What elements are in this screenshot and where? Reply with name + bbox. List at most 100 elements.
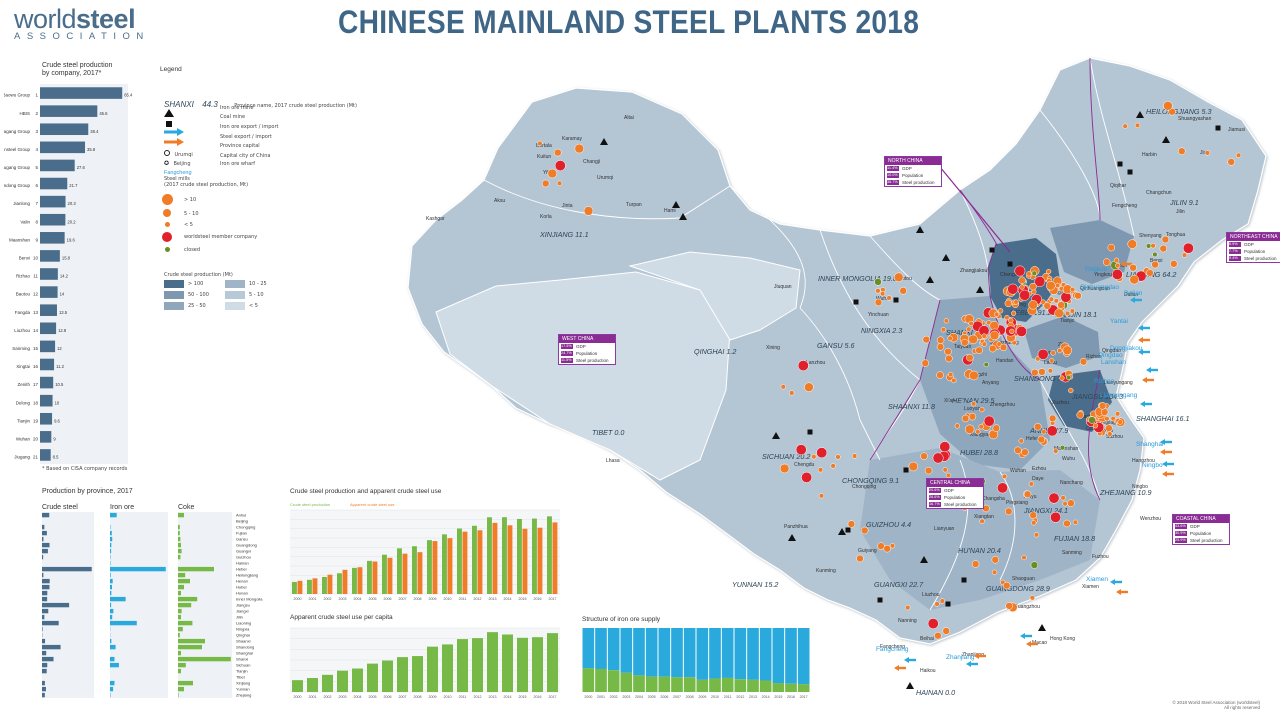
province-label: TIANJIN 18.1	[1054, 310, 1098, 319]
legend-wharf: Iron ore wharf	[220, 161, 256, 167]
company-value: 15.8	[62, 256, 71, 261]
city-label: Tangshan	[1050, 290, 1072, 296]
company-rank: 21	[33, 455, 39, 460]
city-label: Yingkou	[1094, 272, 1112, 278]
legend-beijing-sample: Beijing	[173, 161, 191, 167]
company-label: Jiugang	[14, 455, 30, 460]
city-label: Lianyungang	[1104, 380, 1133, 386]
city-label: Jinan	[1040, 350, 1052, 356]
city-label: Ningbo	[1132, 484, 1148, 490]
per-capita-bar	[397, 657, 408, 692]
company-value: 14	[60, 292, 65, 297]
logo-world: world	[14, 4, 77, 34]
per-capita-bar	[292, 680, 303, 692]
x-tick-label: 2011	[724, 695, 732, 699]
province-bar	[178, 512, 184, 518]
company-label: Tianjin	[17, 418, 31, 423]
province-name: Shaanxi	[236, 639, 251, 644]
city-label: Hangzhou	[1132, 458, 1155, 464]
city-label: Lhasa	[606, 458, 620, 464]
province-bar	[42, 572, 44, 578]
city-label: Yinchuan	[868, 312, 889, 318]
imported-bar	[683, 628, 696, 678]
province-name: Chongqing	[236, 525, 255, 530]
province-bar	[42, 548, 48, 554]
company-label: Sanming	[12, 346, 30, 351]
city-label: Baotou	[896, 276, 912, 282]
imported-bar	[582, 628, 595, 669]
province-label: HEILONGJIANG 5.3	[1146, 107, 1212, 116]
company-label: Benxi	[19, 256, 30, 261]
scale-class: 50 - 100	[164, 291, 213, 299]
province-bar	[110, 542, 112, 548]
page-title: CHINESE MAINLAND STEEL PLANTS 2018	[338, 4, 920, 40]
city-label: Wuhan	[1010, 468, 1026, 474]
imported-bar	[785, 628, 797, 684]
use-bar	[492, 522, 498, 594]
x-tick-label: 2009	[429, 695, 437, 699]
city-label: Changji	[583, 159, 600, 165]
city-label: Wuhu	[1062, 456, 1075, 462]
use-bar	[327, 574, 333, 594]
company-label: Jianlong	[13, 201, 30, 206]
imported-bar	[607, 628, 620, 671]
x-tick-label: 2005	[369, 695, 377, 699]
per-capita-bar	[352, 668, 363, 692]
province-name: Jilin	[236, 615, 243, 620]
province-production-chart: AnhuiBeijingChongqingFujianGansuGuangdon…	[42, 512, 263, 698]
province-bar	[42, 620, 59, 626]
x-tick-label: 2004	[354, 597, 362, 601]
company-label: Baotou	[16, 292, 31, 297]
city-label: Nanchang	[1060, 480, 1083, 486]
province-label: HUBEI 28.8	[960, 448, 998, 457]
legend-scale: > 100 10 - 25 50 - 100 5 - 10 25 - 50 < 5	[164, 280, 274, 310]
province-bar	[42, 608, 49, 614]
province-name: Guizhou	[236, 555, 251, 560]
province-bar	[178, 524, 180, 530]
iron-ore-mine-icon	[164, 109, 174, 117]
province-bar	[178, 668, 181, 674]
x-tick-label: 2014	[762, 695, 770, 699]
region-row: 16.7% Steel production	[927, 501, 983, 508]
city-label: Aksu	[494, 198, 506, 204]
domestic-bar	[747, 679, 759, 692]
province-bar	[42, 590, 48, 596]
x-tick-label: 2004	[635, 695, 643, 699]
company-value: 65.4	[124, 93, 133, 98]
city-label: Qinhuangdao	[1080, 286, 1111, 292]
scale-class: > 100	[164, 280, 213, 288]
logo-steel: steel	[76, 4, 136, 34]
province-name: Ningxia	[236, 627, 250, 632]
port-label: Fangcheng	[876, 646, 909, 653]
use-bar	[312, 578, 318, 594]
city-label: Haikou	[920, 668, 936, 674]
company-label: Rizhao	[16, 274, 31, 279]
province-bar	[110, 572, 111, 578]
production-bar	[457, 528, 462, 594]
city-label: Jiuquan	[774, 284, 792, 290]
city-label: Sanming	[1062, 550, 1082, 556]
tibet-region	[435, 271, 731, 481]
city-label: Turpan	[626, 202, 642, 208]
company-rank: 19	[33, 418, 39, 423]
imported-bar	[772, 628, 785, 684]
iron-ore-supply-chart-title: Structure of iron ore supply	[582, 616, 661, 623]
region-row: 11.5% Steel production	[559, 357, 615, 364]
legend-province-example: SHANXI	[164, 100, 194, 109]
use-bar	[462, 531, 468, 594]
province-name: Tibet	[236, 675, 246, 680]
domestic-bar	[658, 676, 671, 692]
province-label: LIAONING 64.2	[1126, 270, 1177, 279]
scale-class: 25 - 50	[164, 302, 213, 310]
x-tick-label: 2016	[534, 695, 542, 699]
province-name: Yunnan	[236, 687, 250, 692]
province-bar	[178, 578, 190, 584]
city-label: Tianjin	[1060, 318, 1075, 324]
iron-ore-arrow-icon	[164, 128, 184, 136]
domestic-bar	[734, 679, 747, 692]
province-bar	[42, 692, 45, 698]
city-label: Dalian	[1124, 292, 1139, 298]
province-bar	[178, 662, 186, 668]
city-label: Panzhihua	[784, 524, 808, 530]
city-label: Shenyang	[1139, 233, 1162, 239]
